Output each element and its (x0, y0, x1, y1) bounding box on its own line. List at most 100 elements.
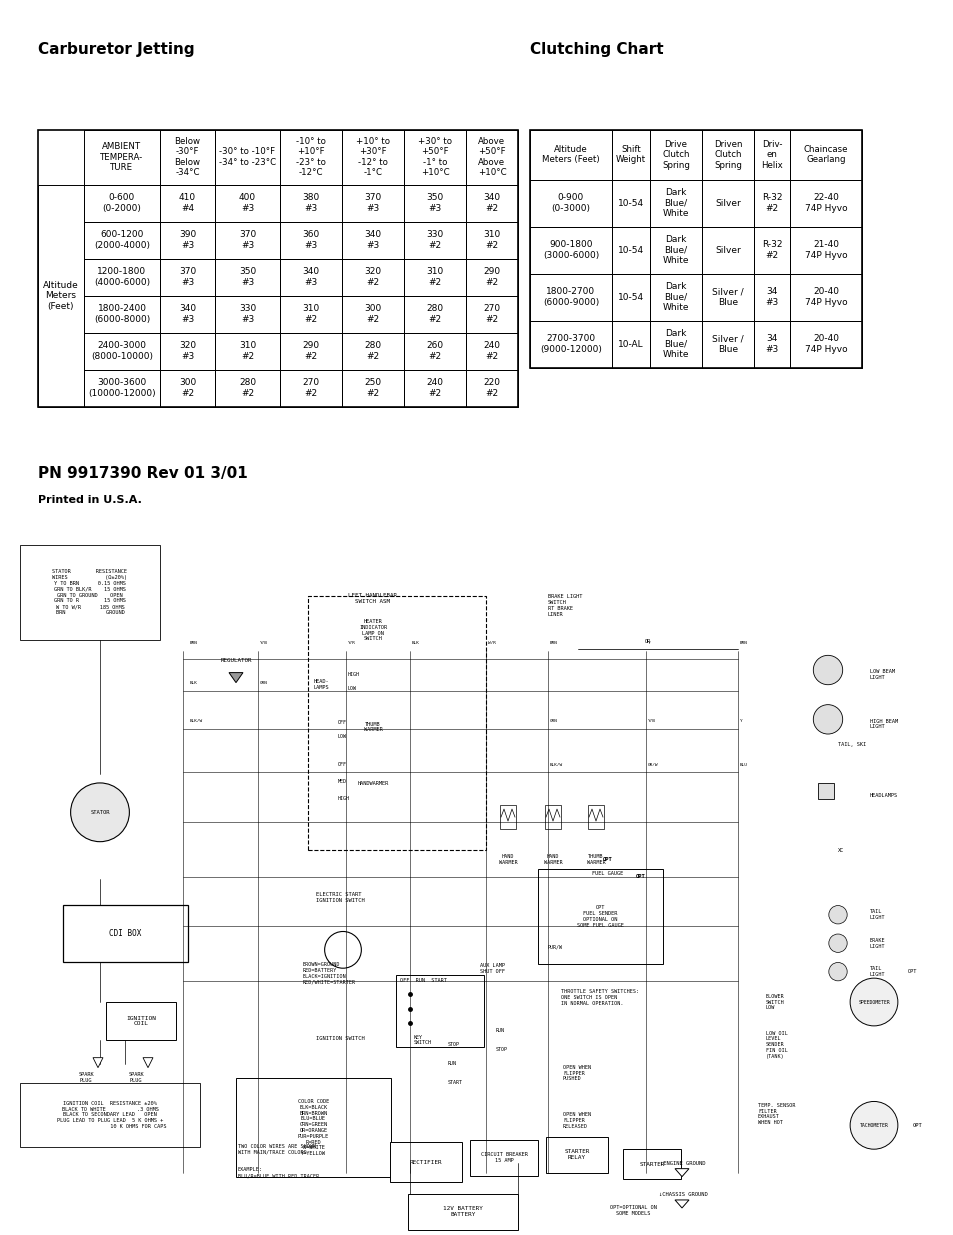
Text: RUN: RUN (496, 1028, 504, 1032)
Text: TAIL, SKI: TAIL, SKI (837, 741, 865, 746)
Bar (612, 130, 649, 179)
Bar (753, 130, 789, 179)
Bar (280, 130, 341, 185)
Text: 240
#2: 240 #2 (483, 341, 500, 361)
Text: TEMP. SENSOR
FILTER
EXHAUST
WHEN HOT: TEMP. SENSOR FILTER EXHAUST WHEN HOT (758, 1103, 795, 1125)
Text: IGNITION
COIL: IGNITION COIL (126, 1015, 156, 1026)
Text: OR/W: OR/W (647, 763, 658, 767)
Bar (403, 295, 465, 332)
Bar (280, 185, 341, 221)
Bar (84, 185, 160, 221)
Text: 300
#2: 300 #2 (364, 305, 381, 324)
Text: Silver: Silver (715, 199, 740, 207)
Bar (465, 185, 517, 221)
Text: W/R: W/R (488, 641, 496, 646)
Bar (280, 369, 341, 406)
Text: STOP: STOP (448, 1042, 459, 1047)
Text: Clutching Chart: Clutching Chart (530, 42, 663, 57)
Text: 340
#3: 340 #3 (364, 231, 381, 249)
Text: 0-900
(0-3000): 0-900 (0-3000) (551, 194, 590, 212)
Bar (753, 274, 789, 321)
Bar (280, 258, 341, 295)
Text: AMBIENT
TEMPERA-
TURE: AMBIENT TEMPERA- TURE (100, 142, 144, 172)
Text: Dark
Blue/
White: Dark Blue/ White (662, 283, 688, 312)
Text: OFF: OFF (337, 762, 347, 767)
Text: OPT
FUEL SENDER
OPTIONAL ON
SOME FUEL GAUGE: OPT FUEL SENDER OPTIONAL ON SOME FUEL GA… (577, 905, 623, 927)
Text: AUX LAMP
SHUT OFF: AUX LAMP SHUT OFF (479, 963, 504, 974)
Bar (280, 221, 341, 258)
Text: 2400-3000
(8000-10000): 2400-3000 (8000-10000) (91, 341, 152, 361)
Text: -30° to -10°F
-34° to -23°C: -30° to -10°F -34° to -23°C (218, 147, 275, 167)
Text: CIRCUIT BREAKER
15 AMP: CIRCUIT BREAKER 15 AMP (480, 1152, 527, 1163)
Text: Dark
Blue/
White: Dark Blue/ White (662, 236, 688, 266)
Text: 20-40
74P Hyvo: 20-40 74P Hyvo (803, 288, 846, 306)
Text: HANDWARMER: HANDWARMER (357, 782, 388, 787)
Circle shape (813, 656, 841, 684)
Bar (38, 185, 84, 406)
Text: 34
#3: 34 #3 (764, 335, 778, 354)
Text: 1200-1800
(4000-6000): 1200-1800 (4000-6000) (93, 268, 150, 287)
Bar (84, 221, 160, 258)
Text: 280
#2: 280 #2 (426, 305, 443, 324)
Text: LEFT HANDLEBAR
SWITCH ASM: LEFT HANDLEBAR SWITCH ASM (348, 594, 397, 604)
Bar (530, 274, 612, 321)
Bar (214, 221, 280, 258)
Text: SPEEDOMETER: SPEEDOMETER (858, 999, 889, 1004)
Bar (789, 130, 862, 179)
Bar (530, 179, 612, 227)
Text: Shift
Weight: Shift Weight (616, 144, 645, 164)
Bar (403, 130, 465, 185)
Bar (280, 332, 341, 369)
Bar (38, 130, 517, 406)
Text: Above
+50°F
Above
+10°C: Above +50°F Above +10°C (477, 137, 506, 178)
Text: Below
-30°F
Below
-34°C: Below -30°F Below -34°C (174, 137, 200, 178)
Text: BRAKE LIGHT
SWITCH
RT BRAKE
LINER: BRAKE LIGHT SWITCH RT BRAKE LINER (547, 594, 581, 616)
Text: -10° to
+10°F
-23° to
-12°C: -10° to +10°F -23° to -12°C (295, 137, 326, 178)
Text: GRN: GRN (550, 719, 558, 724)
Bar (544, 805, 560, 829)
Text: 280
#2: 280 #2 (364, 341, 381, 361)
Text: 280
#2: 280 #2 (238, 378, 255, 398)
Text: OPEN WHEN
FLIPPER
RELEASED: OPEN WHEN FLIPPER RELEASED (562, 1113, 591, 1129)
Text: 380
#3: 380 #3 (302, 194, 319, 212)
Circle shape (71, 783, 130, 842)
Text: Drive
Clutch
Spring: Drive Clutch Spring (661, 140, 689, 169)
Text: 34
#3: 34 #3 (764, 288, 778, 306)
Text: BROWN=GROUND
RED=BATTERY
BLACK=IGNITION
RED/WHITE=STARTER: BROWN=GROUND RED=BATTERY BLACK=IGNITION … (303, 962, 355, 984)
Text: TWO COLOR WIRES ARE SHOWN
WITH MAIN/TRACE COLORS: TWO COLOR WIRES ARE SHOWN WITH MAIN/TRAC… (237, 1144, 315, 1155)
Text: Y: Y (740, 719, 741, 724)
Text: 310
#2: 310 #2 (426, 268, 443, 287)
Text: THUMB
WARMER: THUMB WARMER (586, 855, 605, 866)
Text: OPT: OPT (907, 969, 917, 974)
Bar (470, 1140, 537, 1176)
Text: 12V BATTERY
BATTERY: 12V BATTERY BATTERY (442, 1207, 482, 1216)
Text: EXAMPLE:
BLU/R=BLUE WITH RED TRACER: EXAMPLE: BLU/R=BLUE WITH RED TRACER (237, 1167, 319, 1178)
Bar (214, 185, 280, 221)
Text: 310
#2: 310 #2 (238, 341, 255, 361)
Bar (545, 1136, 607, 1173)
Text: 360
#3: 360 #3 (302, 231, 319, 249)
Bar (84, 130, 160, 185)
Text: OPT: OPT (912, 1123, 922, 1128)
Bar (649, 227, 701, 274)
Bar (84, 332, 160, 369)
Text: HAND
WARMER: HAND WARMER (498, 855, 517, 866)
Text: 370
#3: 370 #3 (238, 231, 255, 249)
Bar (84, 295, 160, 332)
Text: START: START (448, 1081, 462, 1086)
Circle shape (849, 978, 897, 1026)
Text: PUR/W: PUR/W (547, 945, 562, 950)
Bar (341, 130, 403, 185)
Bar (160, 221, 214, 258)
Text: Carburetor Jetting: Carburetor Jetting (38, 42, 194, 57)
Circle shape (828, 934, 846, 952)
Text: Chaincase
Gearlang: Chaincase Gearlang (803, 144, 847, 164)
Circle shape (828, 905, 846, 924)
Bar (214, 295, 280, 332)
Bar (649, 130, 701, 179)
Text: CDI BOX: CDI BOX (110, 929, 142, 939)
Bar (817, 783, 833, 799)
Text: 3000-3600
(10000-12000): 3000-3600 (10000-12000) (88, 378, 155, 398)
Text: 310
#2: 310 #2 (302, 305, 319, 324)
Text: 340
#3: 340 #3 (179, 305, 196, 324)
